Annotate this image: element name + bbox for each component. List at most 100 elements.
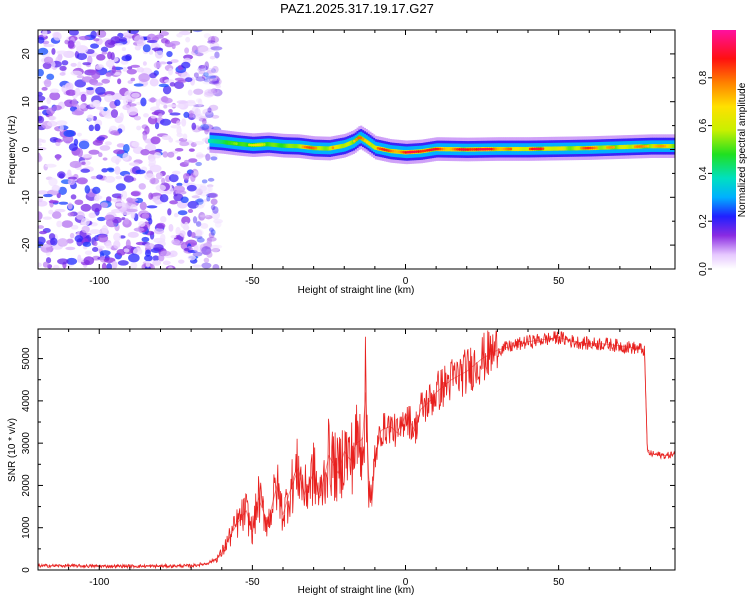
noise-blob xyxy=(203,257,210,263)
noise-blob xyxy=(88,149,100,155)
noise-blob xyxy=(81,161,86,165)
ridge-peak xyxy=(443,147,446,151)
noise-blob xyxy=(173,212,179,218)
noise-blob xyxy=(46,97,51,105)
noise-blob xyxy=(206,184,214,188)
noise-blob xyxy=(176,182,183,187)
noise-blob xyxy=(210,46,223,51)
noise-blob xyxy=(150,115,157,119)
noise-blob xyxy=(170,124,181,129)
x-tick-label: -50 xyxy=(245,577,260,588)
noise-blob xyxy=(75,211,85,220)
noise-blob xyxy=(46,73,55,81)
ridge-peak xyxy=(376,146,380,150)
ridge-peak xyxy=(593,146,596,150)
noise-blob xyxy=(158,83,169,88)
noise-blob xyxy=(111,260,118,269)
ridge-peak xyxy=(258,143,262,147)
noise-blob xyxy=(57,258,69,265)
noise-blob xyxy=(176,132,183,138)
noise-blob xyxy=(210,68,216,73)
noise-blob xyxy=(115,175,123,180)
noise-blob xyxy=(168,174,179,183)
noise-blob xyxy=(120,96,126,101)
noise-blob xyxy=(169,250,178,258)
noise-blob xyxy=(43,56,54,64)
y-tick-label: 1000 xyxy=(21,516,32,539)
noise-blob xyxy=(167,266,173,269)
noise-blob xyxy=(84,250,93,256)
noise-blob xyxy=(38,68,44,77)
noise-blob xyxy=(65,89,77,96)
noise-blob xyxy=(209,42,220,50)
ridge-peak xyxy=(608,146,611,149)
noise-blob xyxy=(112,208,120,213)
noise-blob xyxy=(204,122,210,127)
ridge-peak xyxy=(440,147,444,151)
noise-blob xyxy=(122,67,128,72)
noise-blob xyxy=(203,199,209,203)
noise-blob xyxy=(148,217,153,225)
noise-blob xyxy=(174,147,184,152)
noise-blob xyxy=(45,257,52,264)
noise-blob xyxy=(184,221,189,230)
noise-blob xyxy=(141,213,150,219)
noise-blob xyxy=(201,201,206,207)
noise-blob xyxy=(142,61,147,66)
noise-blob xyxy=(208,80,220,85)
noise-blob xyxy=(132,247,143,256)
noise-blob xyxy=(185,36,191,43)
noise-blob xyxy=(185,101,197,107)
noise-blob xyxy=(198,211,206,221)
noise-blob xyxy=(139,201,147,211)
noise-blob xyxy=(206,251,213,258)
ridge-peak xyxy=(500,147,504,151)
ridge-peak xyxy=(468,148,472,151)
ridge-peak xyxy=(477,147,480,151)
noise-blob xyxy=(68,30,79,36)
ridge-peak xyxy=(385,148,388,152)
noise-blob xyxy=(191,122,197,131)
noise-blob xyxy=(169,82,176,87)
ridge-peak xyxy=(406,150,410,154)
ridge-peak xyxy=(483,147,487,151)
noise-blob xyxy=(127,80,133,84)
ridge-peak xyxy=(455,147,459,151)
y-tick-label: 0 xyxy=(21,567,32,573)
noise-blob xyxy=(182,133,188,140)
ridge-peak xyxy=(421,149,425,153)
ridge-peak xyxy=(591,146,594,150)
noise-blob xyxy=(203,78,211,83)
noise-blob xyxy=(94,123,101,132)
noise-blob xyxy=(99,145,111,151)
noise-blob xyxy=(101,51,108,55)
noise-blob xyxy=(179,230,186,237)
noise-blob xyxy=(123,248,130,253)
noise-blob xyxy=(96,53,106,61)
noise-blob xyxy=(113,149,125,155)
ridge-peak xyxy=(533,147,536,151)
noise-blob xyxy=(76,132,82,137)
noise-blob xyxy=(101,78,110,84)
noise-blob xyxy=(195,76,206,82)
noise-blob xyxy=(68,143,78,152)
noise-blob xyxy=(76,52,88,61)
ridge-peak xyxy=(402,150,405,154)
ridge-peak xyxy=(436,147,440,151)
ridge-peak xyxy=(537,147,541,151)
noise-blob xyxy=(70,62,77,67)
noise-blob xyxy=(133,115,142,121)
ridge-peak xyxy=(663,144,667,148)
noise-blob xyxy=(151,47,164,51)
noise-blob xyxy=(199,112,211,119)
ridge-peak xyxy=(434,147,438,151)
noise-blob xyxy=(208,231,215,239)
ridge-peak xyxy=(449,147,453,151)
colorbar: 0.0 0.2 0.4 0.6 0.8 Normalized spectral ampl… xyxy=(698,30,748,276)
noise-blob xyxy=(40,244,52,248)
noise-blob xyxy=(138,221,146,227)
x-tick-label: 0 xyxy=(403,276,409,287)
noise-blob xyxy=(80,154,93,158)
noise-blob xyxy=(121,47,126,52)
noise-blob xyxy=(187,89,193,96)
